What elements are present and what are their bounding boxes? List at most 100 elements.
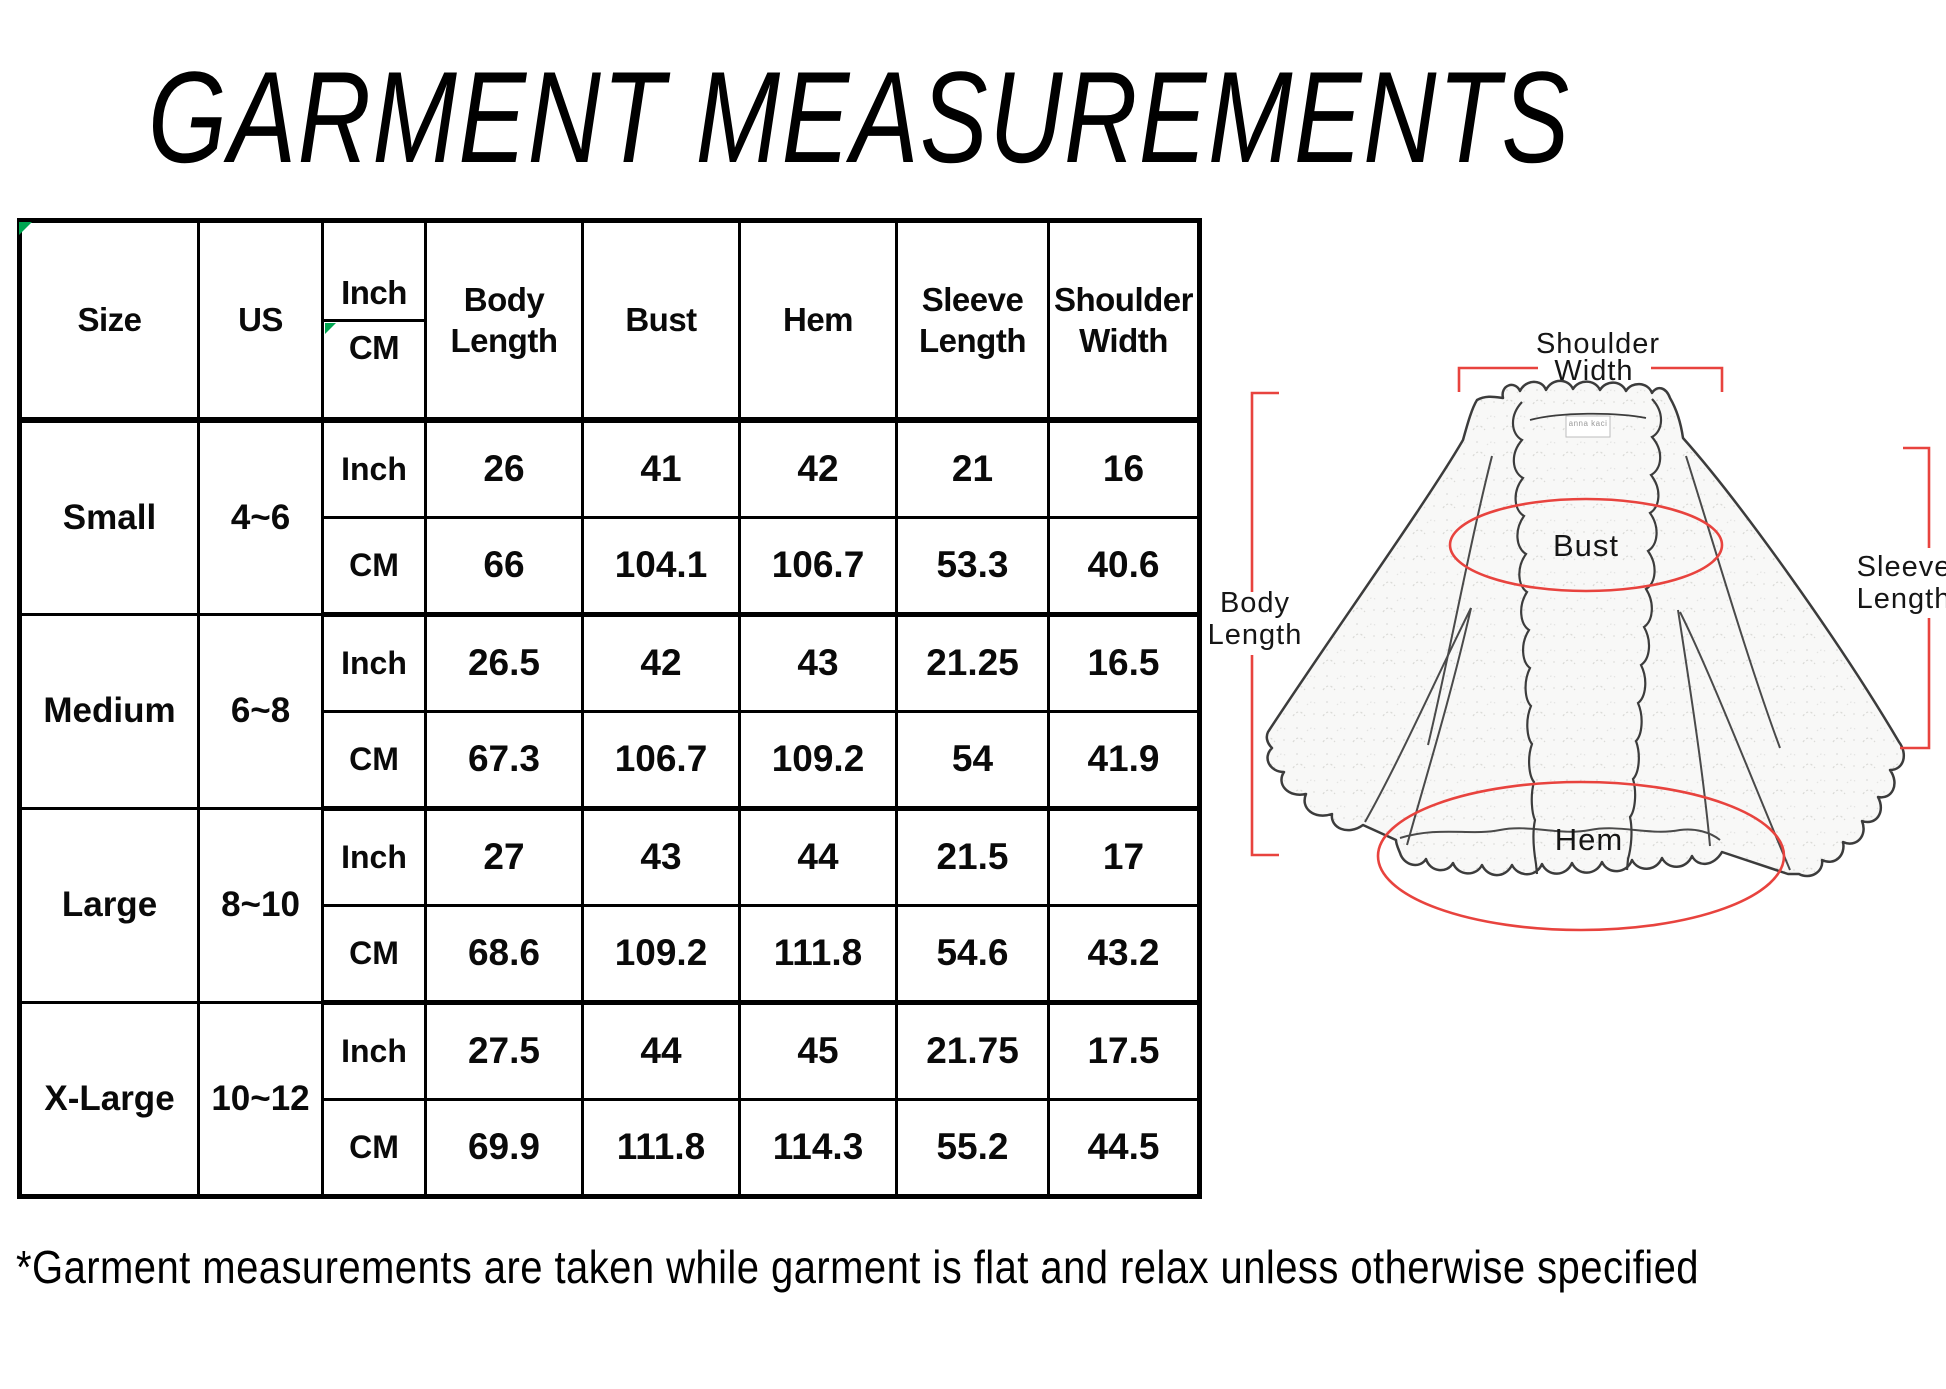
- measurement-labels: Shoulder Width Body Length Sleeve Length…: [1208, 328, 1946, 857]
- value-cell: 106.7: [738, 515, 898, 617]
- bust-label: Bust: [1553, 528, 1619, 563]
- body-length-bracket: [1250, 391, 1279, 857]
- value-cell: 43: [581, 806, 741, 907]
- value-cell: 41: [581, 418, 741, 519]
- value-cell: 111.8: [581, 1097, 741, 1199]
- table-row-large-cm: CM 68.6 109.2 111.8 54.6 43.2: [20, 903, 1201, 1005]
- shoulder-width-bracket: [1457, 366, 1724, 392]
- hem-label: Hem: [1555, 822, 1623, 857]
- green-corner-marker-icon: [19, 222, 32, 235]
- unit-cell-inch: Inch: [321, 806, 427, 907]
- size-cell: X-Large: [18, 1000, 200, 1198]
- unit-header-stack: Inch CM: [325, 223, 423, 414]
- value-cell: 27.5: [424, 1000, 584, 1101]
- table-row-medium-inch: Medium 6~8 Inch 26.5 42 43 21.25 16.5: [18, 612, 1201, 810]
- table-row-small-inch: Small 4~6 Inch 26 41 42 21 16: [18, 418, 1201, 616]
- front-opening-scallop-lines: [1511, 398, 1663, 875]
- unit-cell-cm: CM: [321, 515, 427, 617]
- size-cell: Small: [18, 418, 200, 616]
- col-header-us: US: [197, 219, 324, 423]
- green-corner-marker-icon: [325, 322, 336, 334]
- unit-header-inch: Inch: [325, 267, 423, 322]
- value-cell: 55.2: [895, 1097, 1050, 1199]
- size-chart-table: Size US Inch CM Body Length Bust Hem Sle…: [17, 218, 1202, 1199]
- value-cell: 43: [738, 612, 898, 713]
- value-cell: 53.3: [895, 515, 1050, 617]
- measurement-footnote-text: *Garment measurements are taken while ga…: [16, 1241, 1699, 1293]
- size-cell: Large: [18, 806, 200, 1004]
- value-cell: 26: [424, 418, 584, 519]
- table-row-medium-cm: CM 67.3 106.7 109.2 54 41.9: [20, 709, 1201, 811]
- value-cell: 67.3: [424, 709, 584, 811]
- table-row-large-inch: Large 8~10 Inch 27 43 44 21.5 17: [18, 806, 1201, 1004]
- us-cell: 6~8: [197, 612, 324, 810]
- body-length-label-line1: Body: [1220, 587, 1290, 619]
- header-row: Size US Inch CM Body Length Bust Hem Sle…: [18, 219, 1201, 423]
- page-title: GARMENT MEASUREMENTS: [148, 52, 1946, 182]
- value-cell: 111.8: [738, 903, 898, 1005]
- measurement-footnote: *Garment measurements are taken while ga…: [16, 1240, 1946, 1294]
- col-header-bust: Bust: [581, 219, 741, 423]
- value-cell: 68.6: [424, 903, 584, 1005]
- value-cell: 44.5: [1047, 1097, 1201, 1199]
- value-cell: 104.1: [581, 515, 741, 617]
- hem-ellipse: [1376, 780, 1786, 932]
- value-cell: 26.5: [424, 612, 584, 713]
- value-cell: 109.2: [738, 709, 898, 811]
- value-cell: 21.5: [895, 806, 1050, 907]
- unit-cell-cm: CM: [321, 709, 427, 811]
- unit-cell-inch: Inch: [321, 1000, 427, 1101]
- value-cell: 21.25: [895, 612, 1050, 713]
- value-cell: 54.6: [895, 903, 1050, 1005]
- value-cell: 27: [424, 806, 584, 907]
- table-row-xlarge-cm: CM 69.9 111.8 114.3 55.2 44.5: [20, 1097, 1201, 1199]
- value-cell: 54: [895, 709, 1050, 811]
- value-cell: 114.3: [738, 1097, 898, 1199]
- unit-cell-inch: Inch: [321, 612, 427, 713]
- value-cell: 45: [738, 1000, 898, 1101]
- table-row-xlarge-inch: X-Large 10~12 Inch 27.5 44 45 21.75 17.5: [18, 1000, 1201, 1198]
- sleeve-length-label-line2: Length: [1857, 583, 1946, 615]
- value-cell: 21: [895, 418, 1050, 519]
- sleeve-length-bracket: [1900, 446, 1931, 750]
- unit-cell-inch: Inch: [321, 418, 427, 519]
- us-cell: 10~12: [197, 1000, 324, 1198]
- us-cell: 4~6: [197, 418, 324, 616]
- col-header-sleeve-length: Sleeve Length: [895, 219, 1050, 423]
- size-cell: Medium: [18, 612, 200, 810]
- measurement-annotations: [1250, 366, 1931, 932]
- neck-brand-tag: anna kaci: [1565, 415, 1611, 438]
- page-title-text: GARMENT MEASUREMENTS: [148, 44, 1571, 190]
- value-cell: 42: [581, 612, 741, 713]
- us-cell: 8~10: [197, 806, 324, 1004]
- bust-ellipse: [1448, 497, 1724, 593]
- value-cell: 69.9: [424, 1097, 584, 1199]
- col-header-unit: Inch CM: [321, 219, 427, 423]
- value-cell: 109.2: [581, 903, 741, 1005]
- value-cell: 17: [1047, 806, 1201, 907]
- value-cell: 44: [581, 1000, 741, 1101]
- cardigan-body-outline: [1265, 379, 1906, 878]
- value-cell: 17.5: [1047, 1000, 1201, 1101]
- neck-brand-tag-text: anna kaci: [1569, 419, 1608, 428]
- cardigan-illustration: anna kaci: [1265, 379, 1906, 878]
- value-cell: 16: [1047, 418, 1201, 519]
- garment-diagram-svg: anna kaci Shoulder Width Body Length Sle…: [1208, 328, 1946, 932]
- body-length-label-line2: Length: [1208, 619, 1303, 651]
- value-cell: 21.75: [895, 1000, 1050, 1101]
- unit-cell-cm: CM: [321, 903, 427, 1005]
- table-row-small-cm: CM 66 104.1 106.7 53.3 40.6: [20, 515, 1201, 617]
- value-cell: 106.7: [581, 709, 741, 811]
- unit-cell-cm: CM: [321, 1097, 427, 1199]
- value-cell: 42: [738, 418, 898, 519]
- value-cell: 41.9: [1047, 709, 1201, 811]
- shoulder-width-label-line1: Shoulder: [1536, 328, 1660, 360]
- garment-diagram: anna kaci Shoulder Width Body Length Sle…: [1200, 280, 1946, 1140]
- unit-header-cm: CM: [325, 322, 423, 374]
- col-header-size: Size: [18, 219, 200, 423]
- value-cell: 16.5: [1047, 612, 1201, 713]
- value-cell: 66: [424, 515, 584, 617]
- value-cell: 44: [738, 806, 898, 907]
- value-cell: 40.6: [1047, 515, 1201, 617]
